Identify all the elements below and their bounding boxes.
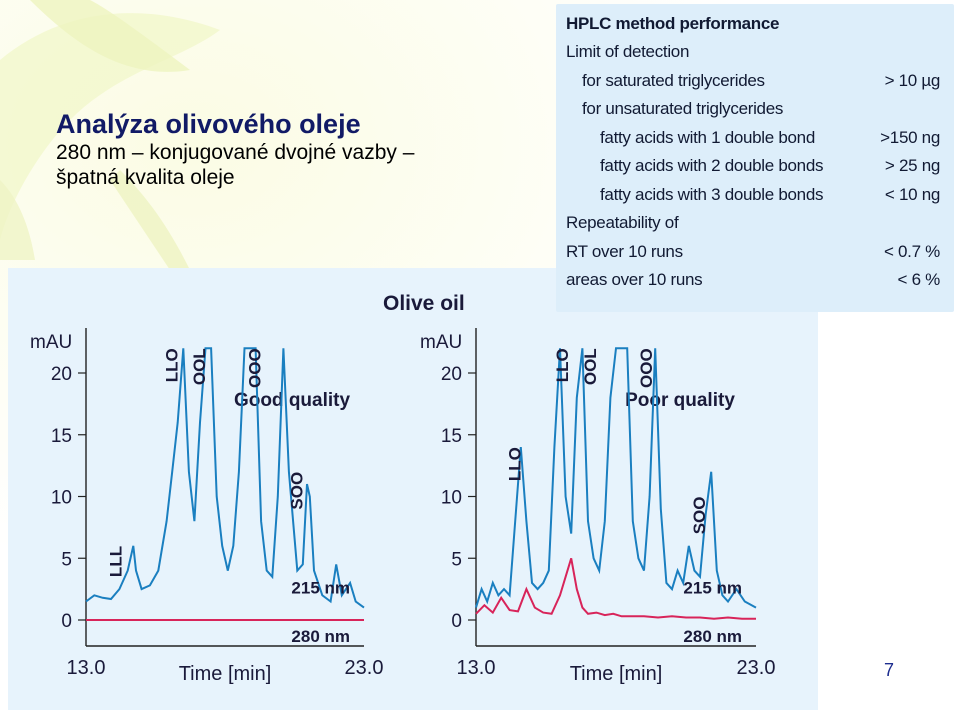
y-tick-label: 0 [61, 611, 72, 632]
x-axis-title: Time [min] [570, 663, 663, 685]
panel-quality-label: Good quality [234, 390, 351, 411]
panel-quality-label: Poor quality [625, 390, 735, 411]
hplc-performance-table: HPLC method performance Limit of detecti… [556, 4, 954, 312]
peak-label: LLL [107, 546, 126, 577]
performance-row-value: >150 ng [880, 127, 940, 147]
y-axis-title: mAU [30, 332, 72, 353]
y-tick-label: 10 [441, 488, 462, 509]
y-tick-label: 5 [451, 549, 462, 570]
performance-row-label: fatty acids with 2 double bonds [600, 156, 824, 175]
y-tick-label: 5 [61, 549, 72, 570]
performance-row-value: < 6 % [897, 270, 941, 289]
y-tick-label: 15 [51, 426, 72, 447]
performance-row-label: fatty acids with 1 double bond [600, 127, 815, 147]
peak-label: LLO [162, 348, 181, 382]
performance-row-label: areas over 10 runs [566, 270, 703, 289]
performance-row-label: Limit of detection [566, 42, 690, 61]
performance-row-value: > 25 ng [884, 156, 940, 175]
series-line-280-nm [475, 558, 756, 620]
slide-header: Analýza olivového oleje 280 nm – konjugo… [56, 108, 414, 190]
page-number: 7 [884, 660, 895, 680]
x-tick-label: 23.0 [737, 657, 776, 679]
y-tick-label: 0 [451, 611, 462, 632]
performance-row-label: Repeatability of [566, 213, 679, 232]
x-tick-label: 13.0 [67, 657, 106, 679]
peak-label: OOO [246, 348, 265, 388]
peak-label: SOO [690, 497, 709, 535]
performance-row-label: fatty acids with 3 double bonds [600, 184, 824, 204]
x-tick-label: 13.0 [457, 657, 496, 679]
y-tick-label: 20 [441, 364, 462, 385]
slide-title: Analýza olivového oleje [56, 109, 361, 139]
y-axis-title: mAU [420, 332, 462, 353]
y-tick-label: 20 [51, 364, 72, 385]
series-label: 280 nm [291, 627, 350, 646]
series-label: 215 nm [291, 579, 350, 598]
y-tick-label: 10 [51, 488, 72, 509]
peak-label: OOL [190, 348, 209, 385]
series-label: 280 nm [683, 627, 742, 646]
performance-row-value: < 10 ng [884, 184, 940, 204]
peak-label: LLO [553, 348, 572, 382]
series-line-215-nm [85, 347, 365, 609]
performance-row-label: RT over 10 runs [566, 241, 683, 261]
series-line-215-nm [475, 347, 757, 609]
chromatogram-panel: Olive oil 0 5 10 15 20 mAU 13.0 23.0 Time [min] Go… [8, 268, 818, 710]
x-axis-title: Time [min] [179, 663, 272, 685]
peak-label: SOO [287, 472, 306, 510]
performance-row-value: > 10 µg [884, 70, 941, 90]
x-tick-label: 23.0 [345, 657, 384, 679]
series-label: 215 nm [683, 579, 742, 598]
chromatogram-svg: Olive oil 0 5 10 15 20 mAU 13.0 23.0 Time [min] Go… [30, 292, 776, 685]
performance-row-label: for unsaturated triglycerides [582, 99, 784, 118]
peak-label: OOL [581, 348, 600, 385]
slide-subtitle-line-2: špatná kvalita oleje [56, 166, 235, 189]
peak-label: LLO [505, 447, 524, 481]
performance-heading: HPLC method performance [566, 14, 780, 33]
y-tick-label: 15 [441, 426, 462, 447]
performance-row-value: < 0.7 % [883, 241, 940, 261]
slide-subtitle-line-1: 280 nm – konjugované dvojné vazby – [56, 141, 415, 164]
chart-title: Olive oil [383, 292, 465, 315]
peak-label: OOO [637, 348, 656, 388]
performance-row-label: for saturated triglycerides [582, 70, 765, 90]
